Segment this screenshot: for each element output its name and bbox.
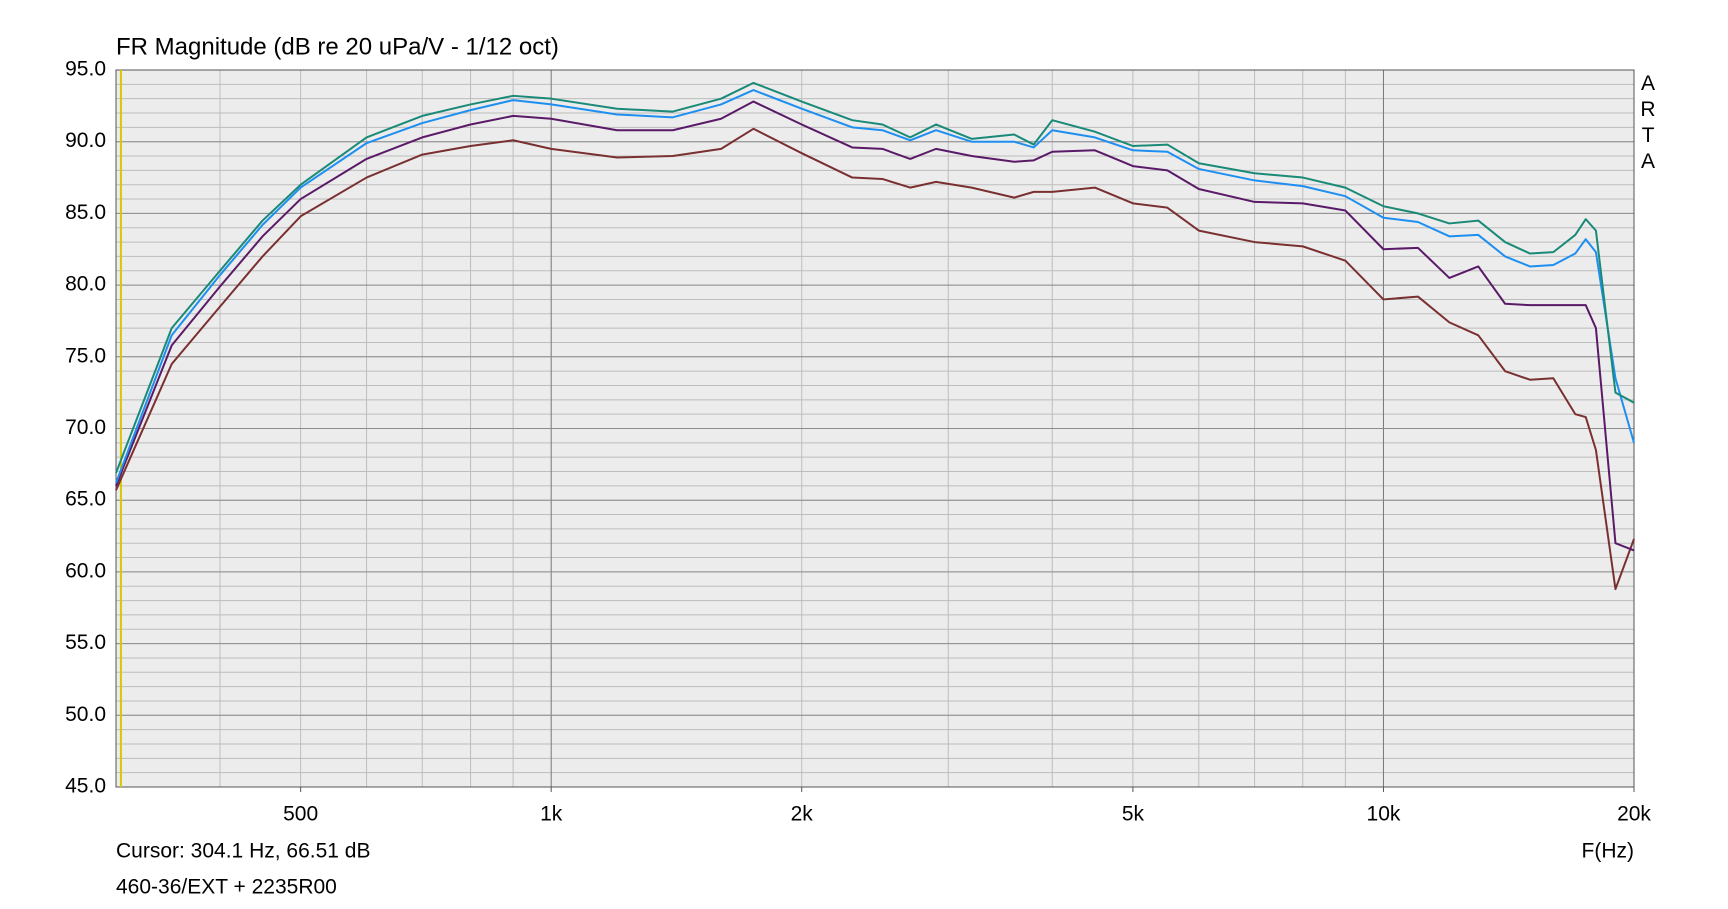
x-tick-label: 500 [283,803,318,826]
x-tick-label: 10k [1367,803,1401,826]
x-axis-label: F(Hz) [1582,840,1634,863]
y-tick-label: 95.0 [65,58,106,81]
x-tick-label: 2k [791,803,814,826]
footer: 460-36/EXT + 2235R00 [116,876,337,899]
y-tick-label: 70.0 [65,416,106,439]
y-tick-label: 85.0 [65,201,106,224]
cursor-readout: Cursor: 304.1 Hz, 66.51 dB [116,840,370,863]
y-tick-label: 75.0 [65,344,106,367]
y-tick-label: 50.0 [65,703,106,726]
y-tick-label: 90.0 [65,129,106,152]
y-tick-label: 55.0 [65,631,106,654]
chart-title: FR Magnitude (dB re 20 uPa/V - 1/12 oct) [116,33,559,60]
x-tick-label: 5k [1122,803,1145,826]
x-tick-label: 1k [540,803,563,826]
series-line [115,81,1635,474]
series-line [115,100,1635,552]
y-tick-label: 60.0 [65,559,106,582]
plot-frame [115,69,1635,788]
series-line [115,89,1635,484]
series-line [115,127,1635,591]
y-tick-label: 45.0 [65,775,106,798]
y-tick-label: 80.0 [65,273,106,296]
y-tick-label: 65.0 [65,488,106,511]
x-tick-label: 20k [1617,803,1651,826]
